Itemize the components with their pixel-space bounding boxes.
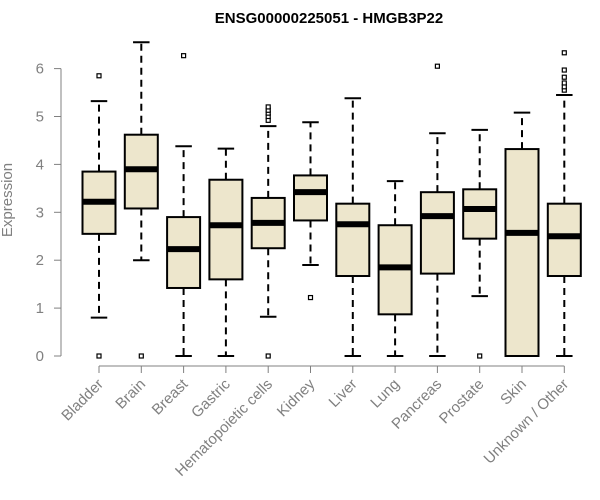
outlier-5-0 [307, 294, 314, 301]
y-tick-label-0: 0 [36, 348, 44, 365]
box-2 [166, 53, 202, 357]
outlier-2-0 [181, 53, 187, 59]
x-tick-label-9: Prostate [436, 376, 488, 428]
outlier-0-1 [96, 353, 102, 359]
outlier-4-4 [265, 104, 271, 110]
box-body-11 [546, 202, 582, 278]
x-tick-label-7: Lung [367, 376, 403, 412]
outlier-8-0 [434, 63, 440, 69]
box-0 [81, 73, 117, 359]
box-body-3 [208, 178, 244, 281]
x-tick-label-5: Kidney [274, 375, 319, 420]
box-4 [250, 104, 286, 359]
box-7 [377, 180, 413, 357]
outlier-0-0 [96, 73, 102, 79]
y-tick-label-6: 6 [36, 61, 44, 78]
box-body-10 [504, 148, 540, 357]
box-8 [419, 63, 455, 357]
y-tick-label-5: 5 [36, 109, 44, 126]
outlier-4-5 [265, 353, 271, 359]
y-axis: 0 1 2 3 4 5 6 [36, 61, 62, 365]
box-body-8 [419, 191, 455, 275]
box-5 [293, 121, 328, 301]
outlier-11-5 [561, 50, 567, 56]
outlier-1-0 [138, 353, 144, 359]
y-tick-label-4: 4 [36, 156, 44, 173]
outlier-9-0 [477, 353, 483, 359]
outlier-11-3 [561, 74, 567, 80]
y-tick-label-3: 3 [36, 204, 44, 221]
box-body-6 [335, 202, 371, 278]
y-tick-label-1: 1 [36, 300, 44, 317]
box-3 [208, 147, 244, 357]
x-tick-label-10: Skin [497, 376, 530, 409]
box-body-5 [293, 174, 328, 222]
boxes-group [81, 41, 582, 359]
x-tick-label-0: Bladder [58, 376, 107, 425]
x-tick-label-2: Breast [149, 375, 192, 418]
x-tick-label-6: Liver [326, 376, 361, 411]
chart-title: ENSG00000225051 - HMGB3P22 [215, 10, 443, 27]
box-10 [504, 111, 540, 357]
x-tick-label-1: Brain [112, 376, 149, 413]
box-9 [462, 128, 498, 359]
y-axis-label: Expression [0, 163, 16, 237]
outlier-11-4 [561, 67, 567, 73]
box-11 [546, 50, 582, 357]
y-tick-label-2: 2 [36, 252, 44, 269]
box-body-9 [462, 188, 498, 240]
outlier-11-2 [561, 80, 567, 86]
box-1 [123, 41, 159, 359]
box-6 [335, 97, 371, 357]
box-body-2 [166, 216, 202, 289]
